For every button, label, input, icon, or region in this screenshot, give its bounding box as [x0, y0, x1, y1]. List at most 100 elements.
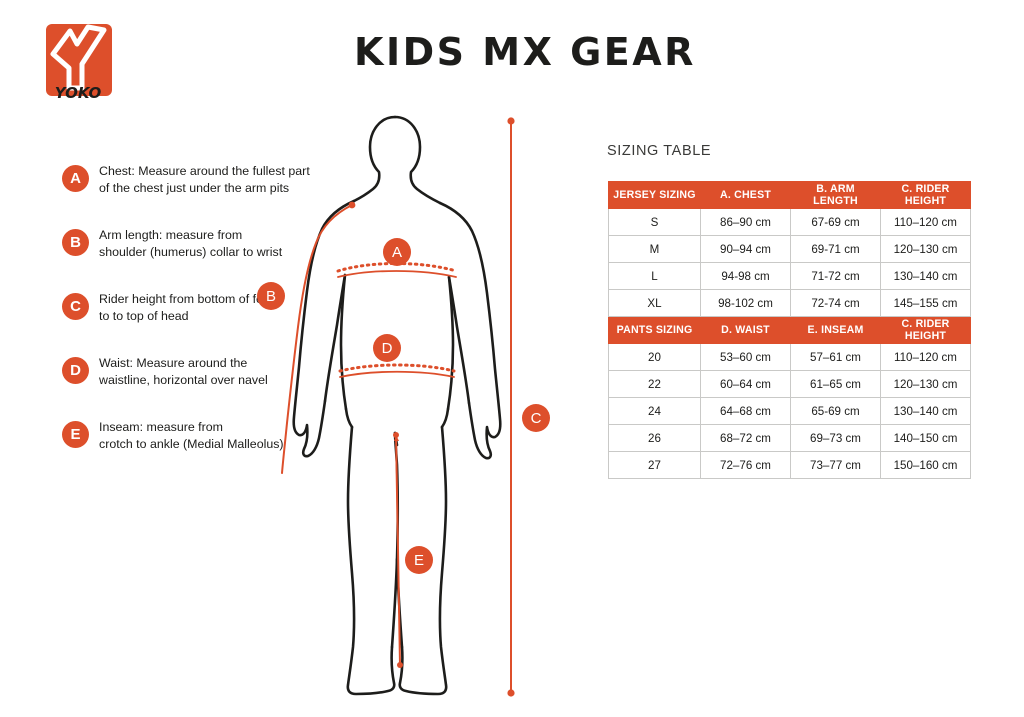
pants-header-cell: E. INSEAM — [790, 316, 881, 344]
legend-badge-b: B — [62, 229, 89, 256]
legend-badge-e: E — [62, 421, 89, 448]
table-cell: S — [608, 208, 701, 236]
table-cell: 90–94 cm — [700, 235, 791, 263]
page-title: KIDS MX GEAR — [354, 30, 696, 74]
body-figure-diagram — [250, 105, 580, 705]
figure-marker-a: A — [383, 238, 411, 266]
pants-header-cell: C. RIDER HEIGHT — [880, 316, 971, 344]
table-cell: 71-72 cm — [790, 262, 881, 290]
table-cell: 72–76 cm — [700, 451, 791, 479]
table-row: S 86–90 cm 67-69 cm 110–120 cm — [608, 208, 971, 236]
rider-height-top-cap — [507, 117, 515, 125]
right-arm-outline — [438, 201, 502, 460]
table-cell: 61–65 cm — [790, 370, 881, 398]
jersey-header-cell: A. CHEST — [700, 181, 791, 209]
table-cell: 60–64 cm — [700, 370, 791, 398]
jersey-header-cell: JERSEY SIZING — [608, 181, 701, 209]
table-cell: 110–120 cm — [880, 343, 971, 371]
table-cell: 98-102 cm — [700, 289, 791, 317]
inseam-bottom-dot — [397, 662, 403, 668]
table-cell: 69–73 cm — [790, 424, 881, 452]
table-cell: 73–77 cm — [790, 451, 881, 479]
torso-left-edge — [339, 273, 348, 411]
chest-measure-line — [337, 270, 457, 278]
table-cell: 26 — [608, 424, 701, 452]
table-cell: 57–61 cm — [790, 343, 881, 371]
table-row: 20 53–60 cm 57–61 cm 110–120 cm — [608, 343, 971, 371]
table-cell: L — [608, 262, 701, 290]
legend-item-b: B Arm length: measure from shoulder (hum… — [62, 227, 322, 267]
table-cell: 22 — [608, 370, 701, 398]
table-row: 22 60–64 cm 61–65 cm 120–130 cm — [608, 370, 971, 398]
inseam-arrow-head — [394, 435, 399, 441]
arm-length-start-dot — [348, 201, 356, 209]
table-cell: 64–68 cm — [700, 397, 791, 425]
table-cell: 24 — [608, 397, 701, 425]
table-row: 27 72–76 cm 73–77 cm 150–160 cm — [608, 451, 971, 479]
hip-left — [344, 407, 354, 429]
table-cell: 94-98 cm — [700, 262, 791, 290]
svg-text:YOKO: YOKO — [55, 84, 102, 102]
figure-marker-d: D — [373, 334, 401, 362]
head-right-outline — [393, 115, 442, 205]
jersey-header-cell: B. ARM LENGTH — [790, 181, 881, 209]
table-cell: 68–72 cm — [700, 424, 791, 452]
table-cell: 53–60 cm — [700, 343, 791, 371]
legend-badge-d: D — [62, 357, 89, 384]
table-cell: 110–120 cm — [880, 208, 971, 236]
legend-item-a: A Chest: Measure around the fullest part… — [62, 163, 322, 203]
table-cell: 120–130 cm — [880, 370, 971, 398]
table-row: L 94-98 cm 71-72 cm 130–140 cm — [608, 262, 971, 290]
table-row: XL 98-102 cm 72-74 cm 145–155 cm — [608, 289, 971, 317]
head-left-outline — [352, 115, 397, 203]
yoko-logo: YOKO — [44, 24, 122, 102]
legend-item-e: E Inseam: measure from crotch to ankle (… — [62, 419, 322, 459]
right-leg-outer — [398, 425, 448, 696]
table-cell: 69-71 cm — [790, 235, 881, 263]
legend-item-c: C Rider height from bottom of feet to to… — [62, 291, 322, 331]
legend-text-c: Rider height from bottom of feet to to t… — [99, 292, 273, 323]
table-cell: 86–90 cm — [700, 208, 791, 236]
legend-text-b: Arm length: measure from shoulder (humer… — [99, 228, 283, 259]
waist-measure-dotted — [338, 363, 456, 373]
pants-header-cell: D. WAIST — [700, 316, 791, 344]
pants-header-cell: PANTS SIZING — [608, 316, 701, 344]
legend-badge-a: A — [62, 165, 89, 192]
table-cell: XL — [608, 289, 701, 317]
table-cell: 145–155 cm — [880, 289, 971, 317]
left-leg-outer — [346, 425, 396, 696]
hip-right — [440, 407, 450, 429]
sizing-table-label: SIZING TABLE — [607, 143, 712, 159]
table-cell: 27 — [608, 451, 701, 479]
table-cell: 140–150 cm — [880, 424, 971, 452]
arm-length-measure-line — [281, 204, 353, 474]
legend-text-d: Waist: Measure around the waistline, hor… — [99, 356, 268, 387]
table-cell: 20 — [608, 343, 701, 371]
figure-marker-b: B — [257, 282, 285, 310]
rider-height-bottom-cap — [507, 689, 515, 697]
figure-marker-c: C — [522, 404, 550, 432]
jersey-header-row: JERSEY SIZING A. CHEST B. ARM LENGTH C. … — [608, 181, 971, 209]
table-cell: 150–160 cm — [880, 451, 971, 479]
inseam-measure-line — [395, 434, 401, 666]
legend-badge-c: C — [62, 293, 89, 320]
legend-text-a: Chest: Measure around the fullest part o… — [99, 164, 310, 195]
table-row: M 90–94 cm 69-71 cm 120–130 cm — [608, 235, 971, 263]
table-row: 24 64–68 cm 65-69 cm 130–140 cm — [608, 397, 971, 425]
table-cell: 67-69 cm — [790, 208, 881, 236]
table-cell: M — [608, 235, 701, 263]
legend-item-d: D Waist: Measure around the waistline, h… — [62, 355, 322, 395]
jersey-header-cell: C. RIDER HEIGHT — [880, 181, 971, 209]
table-cell: 65-69 cm — [790, 397, 881, 425]
yoko-wordmark: YOKO — [55, 84, 102, 102]
torso-right-edge — [446, 275, 455, 411]
table-cell: 120–130 cm — [880, 235, 971, 263]
table-cell: 130–140 cm — [880, 397, 971, 425]
table-cell: 72-74 cm — [790, 289, 881, 317]
figure-marker-e: E — [405, 546, 433, 574]
pants-header-row: PANTS SIZING D. WAIST E. INSEAM C. RIDER… — [608, 316, 971, 344]
table-cell: 130–140 cm — [880, 262, 971, 290]
measurement-legend: A Chest: Measure around the fullest part… — [62, 163, 322, 483]
sizing-table: JERSEY SIZING A. CHEST B. ARM LENGTH C. … — [608, 181, 971, 479]
